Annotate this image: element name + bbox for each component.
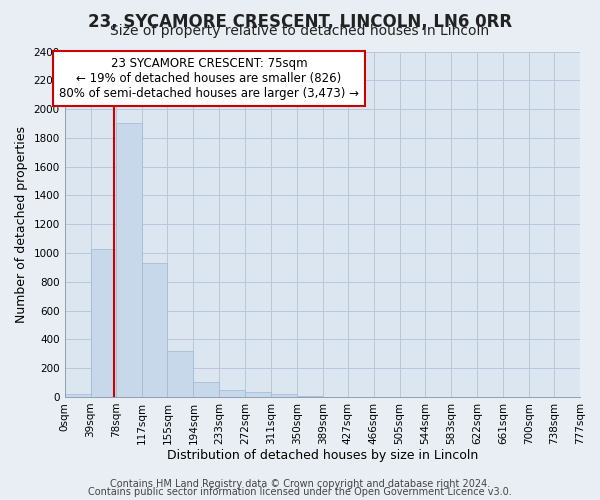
Bar — [245, 392, 271, 397]
Bar — [142, 263, 167, 397]
Bar — [91, 250, 116, 397]
Text: 23, SYCAMORE CRESCENT, LINCOLN, LN6 0RR: 23, SYCAMORE CRESCENT, LINCOLN, LN6 0RR — [88, 12, 512, 30]
X-axis label: Distribution of detached houses by size in Lincoln: Distribution of detached houses by size … — [167, 450, 478, 462]
Bar — [193, 382, 219, 397]
Text: Contains HM Land Registry data © Crown copyright and database right 2024.: Contains HM Land Registry data © Crown c… — [110, 479, 490, 489]
Bar — [271, 394, 297, 397]
Bar — [116, 124, 142, 397]
Y-axis label: Number of detached properties: Number of detached properties — [15, 126, 28, 322]
Bar — [219, 390, 245, 397]
Bar — [65, 394, 91, 397]
Bar — [297, 396, 323, 397]
Text: 23 SYCAMORE CRESCENT: 75sqm
← 19% of detached houses are smaller (826)
80% of se: 23 SYCAMORE CRESCENT: 75sqm ← 19% of det… — [59, 56, 359, 100]
Text: Size of property relative to detached houses in Lincoln: Size of property relative to detached ho… — [110, 24, 490, 38]
Text: Contains public sector information licensed under the Open Government Licence v3: Contains public sector information licen… — [88, 487, 512, 497]
Bar — [167, 351, 193, 397]
